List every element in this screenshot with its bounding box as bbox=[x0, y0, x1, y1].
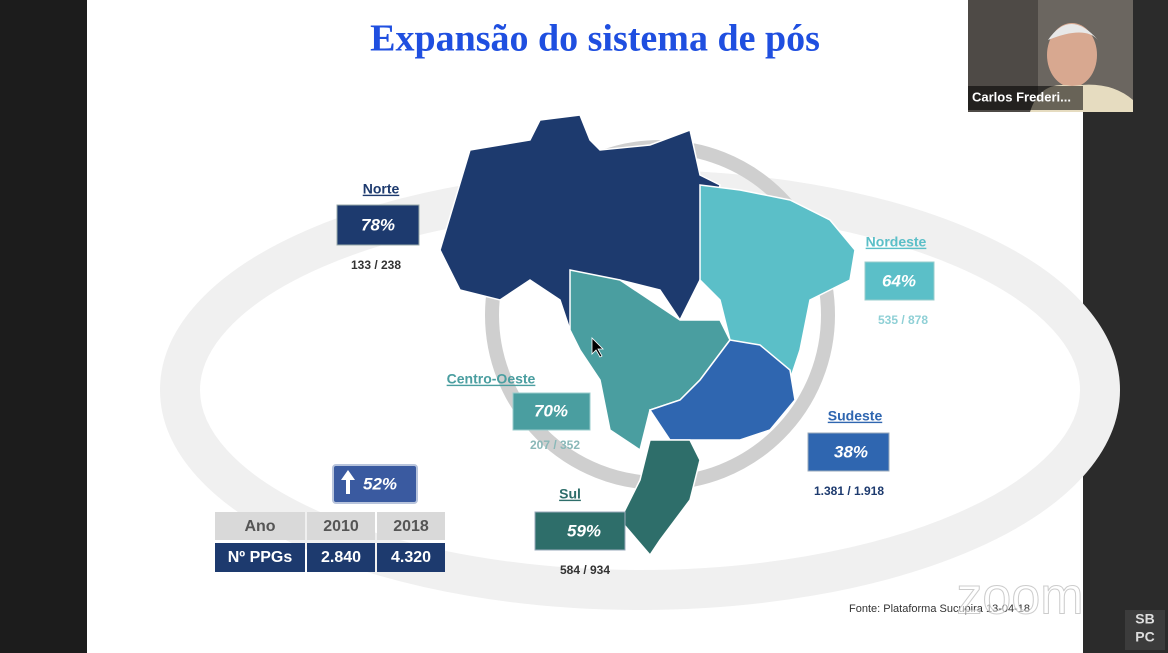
region-counts: 584 / 934 bbox=[560, 563, 610, 577]
region-counts: 133 / 238 bbox=[351, 258, 401, 272]
source-note: Fonte: Plataforma Sucupira 13-04-18 bbox=[849, 603, 1030, 615]
region-nordeste bbox=[699, 184, 856, 382]
logo-bg bbox=[1125, 610, 1165, 650]
region-sul bbox=[619, 439, 701, 557]
table-header: Ano bbox=[244, 518, 275, 535]
table-header: 2018 bbox=[393, 518, 429, 535]
region-counts: 535 / 878 bbox=[878, 313, 928, 327]
participant-name: Carlos Frederi... bbox=[972, 89, 1071, 104]
region-sudeste-group: Sudeste 38% 1.381 / 1.918 bbox=[807, 408, 890, 498]
growth-value: 52% bbox=[363, 474, 397, 493]
table-header-cell bbox=[307, 512, 375, 540]
region-box bbox=[864, 261, 935, 301]
region-percent: 38% bbox=[834, 442, 868, 461]
region-nordeste-group: Nordeste 64% 535 / 878 bbox=[864, 234, 935, 327]
table-cell-text: 2.840 bbox=[321, 549, 361, 566]
region-counts: 207 / 352 bbox=[530, 438, 580, 452]
region-counts: 1.381 / 1.918 bbox=[814, 484, 884, 498]
region-box bbox=[336, 204, 420, 246]
region-name: Sul bbox=[559, 486, 581, 502]
mouse-cursor bbox=[591, 337, 604, 358]
region-sul-group: Sul 59% 584 / 934 bbox=[534, 486, 626, 577]
growth-box bbox=[332, 464, 418, 504]
region-box bbox=[534, 511, 626, 551]
video-tile: Carlos Frederi... bbox=[968, 0, 1133, 112]
region-name: Norte bbox=[363, 181, 400, 197]
ppg-table: Ano 2010 2018 Nº PPGs 2.840 4.320 bbox=[215, 512, 445, 572]
region-name: Sudeste bbox=[828, 408, 883, 424]
growth-arrow bbox=[341, 470, 355, 494]
table-cell-text: 4.320 bbox=[391, 549, 431, 566]
table-cell bbox=[377, 543, 445, 572]
table-header-cell bbox=[215, 512, 305, 540]
region-name: Centro-Oeste bbox=[447, 371, 536, 387]
region-percent: 64% bbox=[882, 271, 916, 290]
table-cell bbox=[307, 543, 375, 572]
person-face bbox=[1047, 23, 1097, 87]
table-header: 2010 bbox=[323, 518, 359, 535]
slide-title: Expansão do sistema de pós bbox=[370, 18, 820, 60]
region-name: Nordeste bbox=[866, 234, 927, 250]
region-percent: 59% bbox=[567, 521, 601, 540]
zoom-watermark: zoom bbox=[956, 568, 1083, 626]
logo-text: SB bbox=[1135, 611, 1154, 627]
name-tag bbox=[968, 86, 1083, 110]
map bbox=[439, 114, 856, 557]
person-hair bbox=[1048, 24, 1098, 40]
table-header-cell bbox=[377, 512, 445, 540]
region-norte-group: Norte 78% 133 / 238 bbox=[336, 181, 420, 272]
logo-text: PC bbox=[1135, 629, 1154, 645]
region-sudeste bbox=[648, 339, 796, 441]
region-box bbox=[512, 392, 591, 431]
region-percent: 70% bbox=[534, 401, 568, 420]
region-box bbox=[807, 432, 890, 472]
table-cell-text: Nº PPGs bbox=[228, 549, 293, 566]
region-percent: 78% bbox=[361, 215, 395, 234]
table-cell bbox=[215, 543, 305, 572]
region-centro-oeste-group: Centro-Oeste 70% 207 / 352 bbox=[447, 371, 591, 452]
